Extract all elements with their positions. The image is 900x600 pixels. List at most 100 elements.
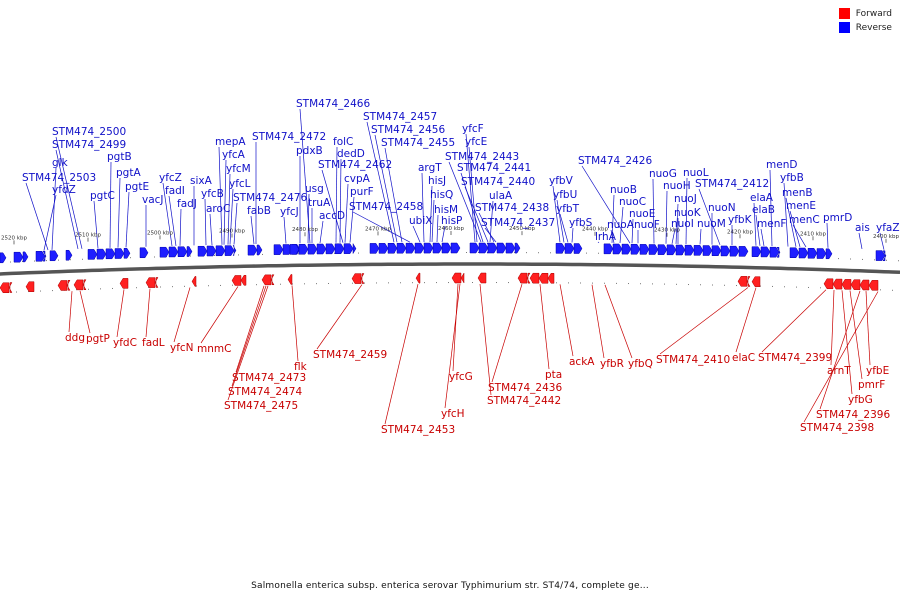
reverse-gene-label: STM474_2412 <box>695 178 769 190</box>
reverse-gene-connector <box>283 216 287 244</box>
reverse-gene-connector <box>652 178 655 244</box>
forward-gene-label: yfcH <box>441 408 465 420</box>
reverse-gene-label: STM474_2476 <box>233 192 307 204</box>
reverse-gene-connector <box>209 213 213 246</box>
forward-gene-connector <box>444 283 461 409</box>
reverse-gene-label: ais <box>855 222 870 234</box>
reverse-gene-connector <box>233 202 238 245</box>
forward-gene-connector <box>145 288 151 338</box>
reverse-gene-label: nuoA <box>607 219 635 231</box>
forward-gene-connector <box>79 290 91 334</box>
reverse-gene-label: nuoN <box>708 202 736 214</box>
forward-gene-connector <box>68 291 73 333</box>
forward-gene-connector <box>200 286 239 344</box>
forward-gene-arrow <box>850 279 861 290</box>
forward-gene-connector <box>452 283 459 372</box>
axis-tick-label: 2410 kbp <box>800 231 826 237</box>
reverse-gene-arrow <box>693 245 704 256</box>
reverse-gene-label: yfcF <box>462 123 484 135</box>
reverse-gene-connector <box>93 200 99 249</box>
reverse-gene-connector <box>168 195 177 246</box>
reverse-gene-arrow <box>307 243 318 255</box>
forward-gene-label: yfbG <box>848 394 873 406</box>
reverse-gene-connector <box>25 182 49 251</box>
forward-gene-arrow <box>868 280 879 291</box>
reverse-gene-arrow <box>555 243 566 254</box>
reverse-gene-label: yfcE <box>465 136 487 148</box>
reverse-gene-label: pgtE <box>125 181 149 193</box>
reverse-gene-label: hisQ <box>430 189 453 201</box>
legend-forward: Forward <box>838 8 892 19</box>
reverse-gene-arrow <box>738 246 749 257</box>
reverse-gene-connector <box>223 159 227 245</box>
forward-gene-label: flk <box>294 361 308 373</box>
forward-gene-arrow <box>231 275 242 286</box>
reverse-gene-arrow <box>450 242 461 254</box>
forward-gene-arrow <box>351 273 362 284</box>
reverse-gene-connector <box>384 147 403 243</box>
forward-gene-connector <box>849 290 863 380</box>
forward-gene-arrow <box>360 273 365 284</box>
reverse-gene-label: STM474_2455 <box>381 137 455 149</box>
reverse-gene-label: ubiX <box>409 215 432 227</box>
reverse-gene-label: nuoF <box>634 219 660 231</box>
genome-backbone <box>0 262 900 276</box>
forward-gene-label: yfdC <box>113 337 137 349</box>
forward-gene-arrow <box>451 272 462 284</box>
reverse-gene-arrow <box>387 243 398 254</box>
reverse-gene-arrow <box>114 248 125 259</box>
reverse-gene-arrow <box>487 242 498 254</box>
reverse-gene-label: vacJ <box>142 194 164 206</box>
forward-gene-label: STM474_2475 <box>224 400 298 412</box>
reverse-gene-arrow <box>105 248 116 260</box>
reverse-gene-connector <box>344 183 349 243</box>
reverse-gene-arrow <box>657 244 668 255</box>
reverse-gene-connector <box>685 177 688 245</box>
reverse-gene-connector <box>125 191 130 248</box>
forward-gene-label: STM474_2436 <box>488 382 562 394</box>
reverse-gene-arrow <box>798 247 809 259</box>
reverse-gene-label: yfaZ <box>876 222 900 234</box>
forward-swatch-icon <box>838 8 850 19</box>
forward-gene-connector <box>231 285 267 387</box>
reverse-gene-label: fadJ <box>177 198 197 210</box>
reverse-gene-connector <box>769 169 773 247</box>
forward-gene-label: STM474_2442 <box>487 395 561 407</box>
reverse-gene-label: usg <box>305 183 324 195</box>
reverse-gene-label: yfbK <box>728 214 753 226</box>
reverse-gene-connector <box>374 134 398 243</box>
reverse-gene-connector <box>335 146 338 243</box>
reverse-gene-arrow <box>414 242 425 254</box>
reverse-gene-label: ulaA <box>489 190 513 202</box>
reverse-gene-label: yfbU <box>553 189 577 201</box>
axis-tick-label: 2500 kbp <box>147 230 173 236</box>
reverse-gene-arrow <box>65 249 73 261</box>
reverse-gene-arrow <box>816 248 827 259</box>
forward-gene-connector <box>539 284 550 370</box>
forward-gene-connector <box>865 291 871 366</box>
reverse-gene-arrow <box>42 250 47 262</box>
forward-gene-arrow <box>746 276 751 287</box>
reverse-gene-connector <box>218 146 223 245</box>
forward-gene-label: elaC <box>732 352 755 364</box>
reverse-gene-label: accD <box>319 210 345 222</box>
forward-gene-label: STM474_2398 <box>800 422 874 434</box>
forward-gene-label: yfcG <box>449 371 473 383</box>
reverse-gene-label: yfcJ <box>280 206 299 218</box>
reverse-gene-connector <box>556 199 565 243</box>
reverse-gene-connector <box>421 172 425 243</box>
forward-gene-connector <box>830 289 835 366</box>
reverse-gene-label: STM474_2426 <box>578 155 652 167</box>
forward-gene-arrow <box>538 272 549 284</box>
reverse-gene-arrow <box>729 245 740 257</box>
forward-gene-arrow <box>477 272 487 284</box>
reverse-gene-arrow <box>232 245 237 256</box>
forward-gene-arrow <box>270 274 275 286</box>
reverse-gene-label: nuoH <box>663 180 691 192</box>
forward-gene-label: STM474_2399 <box>758 352 832 364</box>
reverse-gene-arrow <box>352 242 357 255</box>
reverse-gene-arrow <box>273 244 284 255</box>
reverse-gene-label: hisM <box>434 204 458 216</box>
axis-tick-label: 2460 kbp <box>438 226 464 232</box>
